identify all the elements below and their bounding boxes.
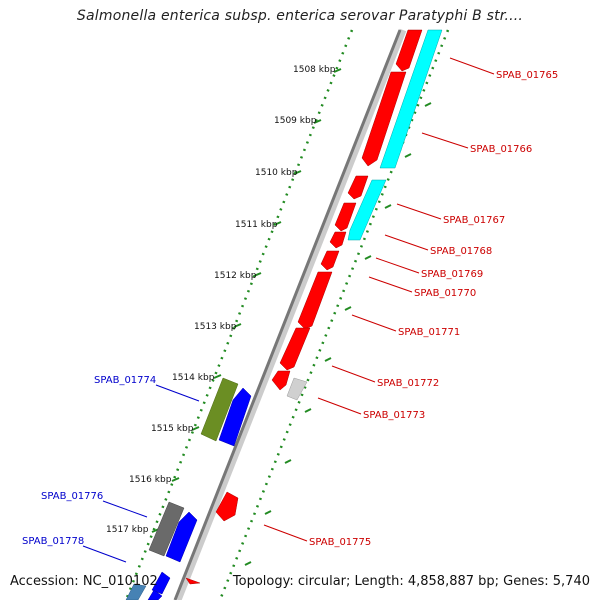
- leader-line: [317, 397, 362, 415]
- gene-label[interactable]: SPAB_01765: [496, 70, 558, 81]
- tick-mark: [213, 374, 222, 379]
- gene-red[interactable]: [395, 29, 423, 72]
- gene-blue[interactable]: [165, 511, 198, 563]
- leader-line: [82, 545, 127, 563]
- leader-line: [449, 57, 495, 75]
- accession-text: Accession: NC_010102: [10, 574, 158, 589]
- tick-mark: [313, 119, 322, 124]
- gene-red[interactable]: [215, 491, 239, 522]
- tick-mark: [404, 153, 412, 158]
- tick-label: 1511 kbp: [235, 220, 278, 230]
- tick-mark: [244, 561, 252, 566]
- gene-blue[interactable]: [147, 589, 163, 600]
- tick-mark: [424, 102, 432, 107]
- tick-mark: [333, 68, 342, 73]
- tick-mark: [324, 357, 332, 362]
- tick-mark: [191, 426, 200, 431]
- gene-red[interactable]: [185, 577, 201, 585]
- outer-right-dotted-track: [218, 29, 450, 600]
- leader-line: [368, 276, 413, 293]
- gene-label[interactable]: SPAB_01773: [363, 410, 425, 421]
- red-gene-track: [185, 29, 423, 585]
- tick-label: 1509 kbp: [274, 116, 317, 126]
- tick-label: 1515 kbp: [151, 424, 194, 434]
- tick-label: 1508 kbp: [293, 65, 336, 75]
- gene-label[interactable]: SPAB_01772: [377, 378, 439, 389]
- gene-label[interactable]: SPAB_01778: [22, 536, 84, 547]
- genome-info-text: Topology: circular; Length: 4,858,887 bp…: [232, 574, 590, 589]
- tick-mark: [284, 459, 292, 464]
- leader-line: [102, 500, 148, 518]
- gene-label[interactable]: SPAB_01768: [430, 246, 492, 257]
- right-gene-labels: SPAB_01765 SPAB_01766 SPAB_01767 SPAB_01…: [263, 57, 558, 548]
- tick-label: 1512 kbp: [214, 271, 257, 281]
- gene-red[interactable]: [279, 327, 311, 371]
- gene-red[interactable]: [347, 175, 369, 200]
- tick-mark: [253, 272, 262, 277]
- tick-mark: [233, 323, 242, 328]
- backbone-shadow: [174, 28, 407, 600]
- gene-blue[interactable]: [218, 387, 252, 447]
- kbp-ticks: 1508 kbp 1509 kbp 1510 kbp 1511 kbp 1512…: [106, 65, 342, 535]
- gene-label[interactable]: SPAB_01767: [443, 215, 505, 226]
- gene-red[interactable]: [361, 71, 407, 167]
- gene-cyan[interactable]: [379, 29, 443, 169]
- gene-red[interactable]: [320, 250, 340, 271]
- tick-label: 1517 kbp: [106, 525, 149, 535]
- left-gene-track: [125, 377, 252, 600]
- gene-gray-light[interactable]: [286, 377, 308, 401]
- tick-mark: [293, 170, 302, 175]
- tick-mark: [304, 408, 312, 413]
- map-title: Salmonella enterica subsp. enterica sero…: [76, 8, 524, 24]
- gene-blue[interactable]: [151, 571, 171, 595]
- leader-line: [351, 314, 397, 332]
- tick-mark: [273, 221, 282, 226]
- tick-label: 1516 kbp: [129, 475, 172, 485]
- gene-label[interactable]: SPAB_01769: [421, 269, 483, 280]
- tick-mark: [171, 477, 180, 482]
- gene-red[interactable]: [334, 202, 357, 232]
- tick-label: 1510 kbp: [255, 168, 298, 178]
- tick-mark: [264, 510, 272, 515]
- gene-label[interactable]: SPAB_01771: [398, 327, 460, 338]
- gene-steelblue[interactable]: [125, 583, 147, 600]
- leader-line: [263, 524, 308, 542]
- leader-line: [375, 257, 420, 274]
- gene-red[interactable]: [329, 231, 347, 249]
- cyan-gene-track: [347, 29, 443, 241]
- tick-mark: [344, 306, 352, 311]
- gene-label[interactable]: SPAB_01776: [41, 491, 103, 502]
- gene-cyan[interactable]: [347, 179, 387, 241]
- tick-label: 1514 kbp: [172, 373, 215, 383]
- gene-label[interactable]: SPAB_01770: [414, 288, 476, 299]
- leader-line: [155, 384, 200, 402]
- gene-red[interactable]: [271, 370, 291, 391]
- gene-red[interactable]: [297, 271, 333, 330]
- leader-line: [384, 234, 429, 251]
- gene-gray-dark[interactable]: [148, 501, 185, 557]
- tick-label: 1513 kbp: [194, 322, 237, 332]
- tick-mark: [364, 255, 372, 260]
- outer-left-dotted-track: [124, 29, 354, 600]
- gene-label[interactable]: SPAB_01774: [94, 375, 156, 386]
- gene-olive[interactable]: [200, 377, 239, 442]
- gene-label[interactable]: SPAB_01766: [470, 144, 532, 155]
- gene-label[interactable]: SPAB_01775: [309, 537, 371, 548]
- leader-line: [396, 203, 442, 220]
- leader-line: [331, 365, 376, 383]
- right-track-ticks: [244, 102, 432, 566]
- backbone: [173, 29, 402, 600]
- leader-line: [421, 132, 469, 149]
- left-gene-labels: SPAB_01774 SPAB_01776 SPAB_01778: [22, 375, 200, 563]
- tick-mark: [384, 204, 392, 209]
